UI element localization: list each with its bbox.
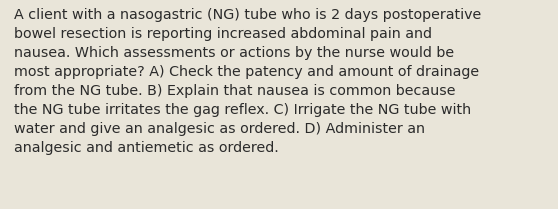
Text: A client with a nasogastric (NG) tube who is 2 days postoperative
bowel resectio: A client with a nasogastric (NG) tube wh… [14, 8, 481, 155]
